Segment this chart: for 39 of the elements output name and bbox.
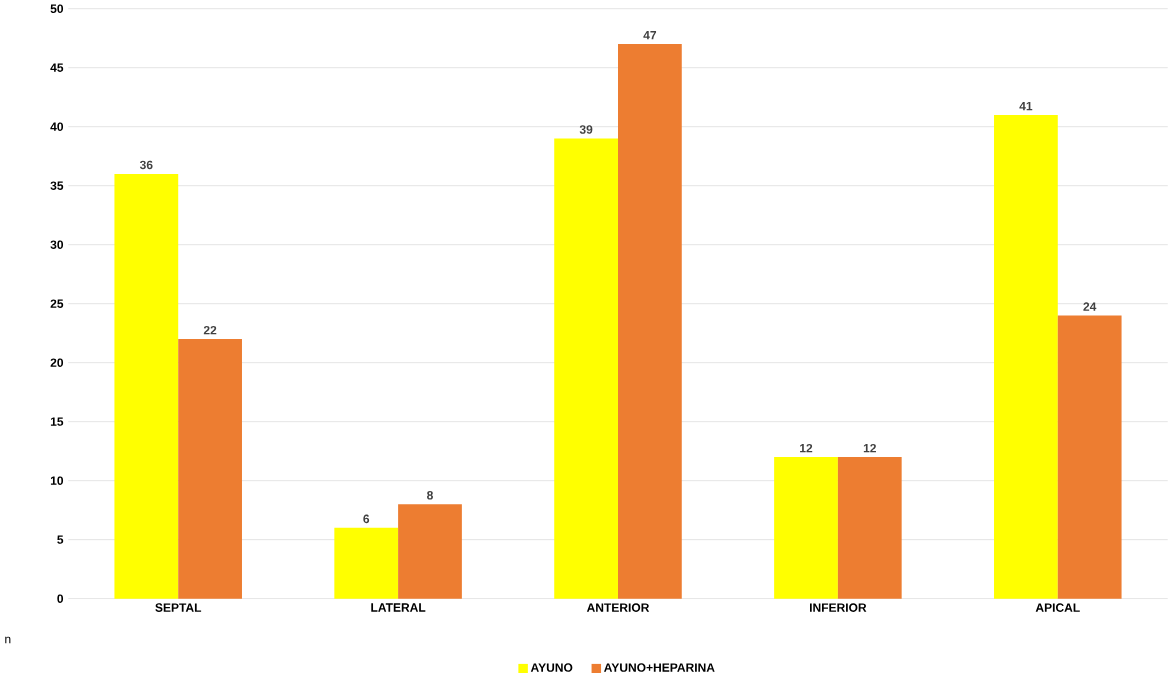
data-label: 22 [203, 325, 217, 335]
bar [994, 114, 1058, 599]
x-tick-label: LATERAL [371, 603, 426, 612]
data-label: 24 [1083, 302, 1097, 311]
data-label: 36 [139, 160, 153, 170]
y-tick-label: 35 [50, 181, 64, 190]
data-label: 47 [643, 31, 657, 40]
bar [774, 457, 838, 599]
y-tick-label: 50 [50, 4, 64, 13]
data-label: 8 [427, 491, 433, 500]
x-tick-label: APICAL [1035, 603, 1080, 612]
y-tick-label: 25 [50, 299, 64, 308]
data-label: 39 [579, 125, 593, 134]
y-tick-label: 10 [50, 476, 64, 485]
y-tick-label: 45 [50, 63, 64, 72]
data-label: 12 [863, 443, 876, 453]
x-tick-label: SEPTAL [155, 603, 202, 612]
y-tick-label: 15 [50, 417, 64, 426]
bar [618, 44, 682, 599]
y-tick-label: 5 [57, 535, 64, 544]
bar [114, 173, 179, 599]
bar [178, 339, 242, 599]
data-label: 41 [1019, 101, 1033, 111]
legend-label: AYUNO+HEPARINA [604, 663, 715, 672]
y-tick-label: 30 [50, 240, 64, 249]
text: n [5, 636, 11, 644]
bar [837, 457, 902, 599]
bar [334, 527, 399, 599]
legend-label: AYUNO [530, 663, 573, 672]
data-label: 12 [800, 443, 813, 453]
x-tick-label: INFERIOR [809, 603, 867, 612]
bar [398, 504, 462, 599]
data-label: 6 [363, 514, 370, 524]
y-tick-label: 40 [50, 122, 64, 131]
y-tick-label: 0 [57, 594, 64, 603]
x-tick-label: ANTERIOR [586, 603, 650, 612]
y-tick-label: 20 [50, 358, 64, 367]
bar [1057, 315, 1122, 599]
bar [554, 138, 618, 599]
